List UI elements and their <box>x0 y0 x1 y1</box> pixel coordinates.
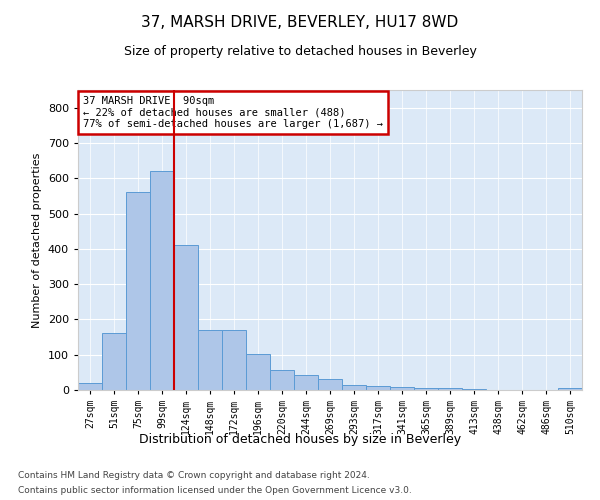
Bar <box>270 370 294 390</box>
Bar <box>438 388 462 390</box>
Text: Contains public sector information licensed under the Open Government Licence v3: Contains public sector information licen… <box>18 486 412 495</box>
Bar <box>318 380 342 390</box>
Bar <box>294 375 318 390</box>
Bar <box>102 333 126 390</box>
Text: Contains HM Land Registry data © Crown copyright and database right 2024.: Contains HM Land Registry data © Crown c… <box>18 471 370 480</box>
Text: Size of property relative to detached houses in Beverley: Size of property relative to detached ho… <box>124 45 476 58</box>
Bar <box>414 388 438 390</box>
Y-axis label: Number of detached properties: Number of detached properties <box>32 152 42 328</box>
Text: Distribution of detached houses by size in Beverley: Distribution of detached houses by size … <box>139 432 461 446</box>
Bar <box>222 330 246 390</box>
Bar <box>150 171 174 390</box>
Text: 37 MARSH DRIVE: 90sqm
← 22% of detached houses are smaller (488)
77% of semi-det: 37 MARSH DRIVE: 90sqm ← 22% of detached … <box>83 96 383 129</box>
Bar <box>246 354 270 390</box>
Bar <box>126 192 150 390</box>
Bar <box>558 388 582 390</box>
Bar <box>174 246 198 390</box>
Text: 37, MARSH DRIVE, BEVERLEY, HU17 8WD: 37, MARSH DRIVE, BEVERLEY, HU17 8WD <box>142 15 458 30</box>
Bar <box>342 384 366 390</box>
Bar <box>366 386 390 390</box>
Bar <box>390 387 414 390</box>
Bar <box>198 330 222 390</box>
Bar <box>78 383 102 390</box>
